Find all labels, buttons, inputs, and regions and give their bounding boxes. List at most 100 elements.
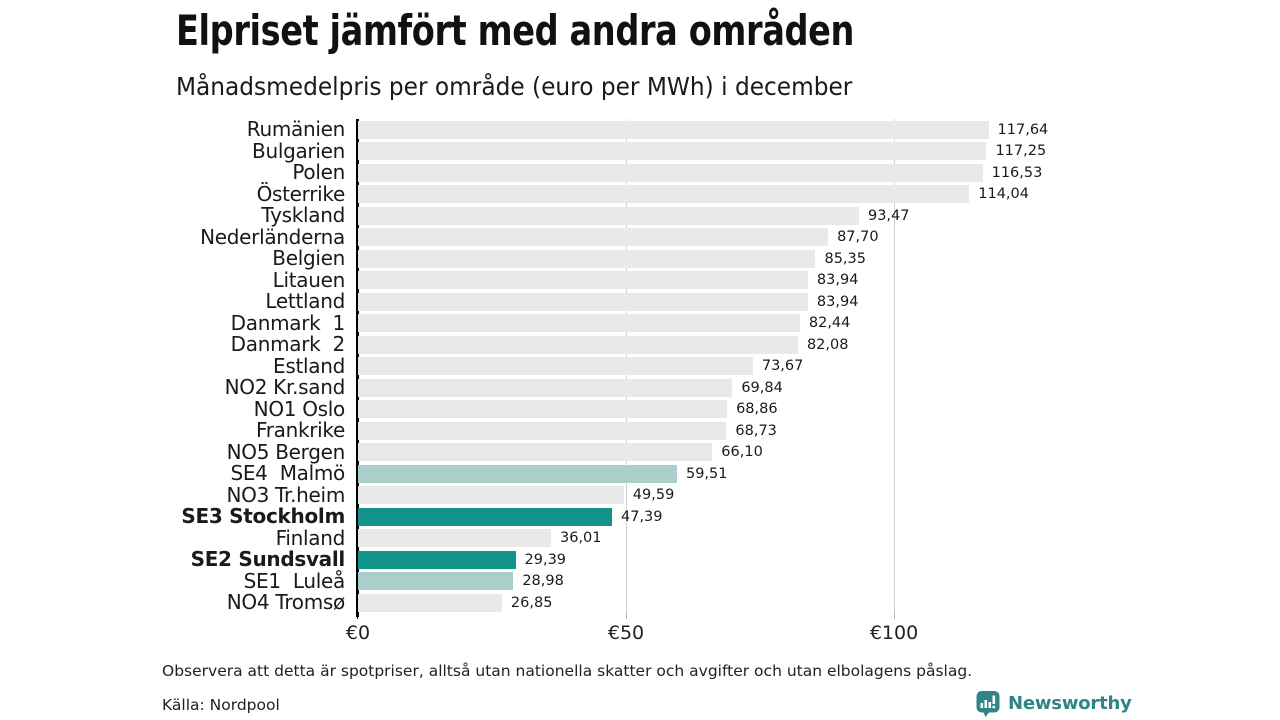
y-axis-line xyxy=(356,119,359,617)
value-label: 83,94 xyxy=(816,272,859,289)
bar-track: 82,44 xyxy=(358,313,1120,335)
bar-track: 116,53 xyxy=(358,162,1120,184)
category-label: Litauen xyxy=(272,267,346,292)
value-label: 68,86 xyxy=(736,401,778,418)
bar-row: NO3 Tr.heim 49,59 xyxy=(160,482,1120,507)
value-label: 114,04 xyxy=(978,186,1029,203)
category-label: SE3 Stockholm xyxy=(181,504,345,528)
category-label: NO1 Oslo xyxy=(253,396,346,421)
bar-track: 85,35 xyxy=(358,248,1120,270)
bar-track: 66,10 xyxy=(358,442,1120,464)
category-label: NO3 Tr.heim xyxy=(226,482,345,507)
bar-track: 47,39 xyxy=(358,506,1120,528)
branding-name: Newsworthy xyxy=(1008,693,1132,714)
bar-row: Lettland 83,94 xyxy=(160,289,1120,313)
category-label: Lettland xyxy=(265,289,345,313)
bar-track: 82,08 xyxy=(358,334,1120,356)
bar xyxy=(358,185,970,204)
footnote: Observera att detta är spotpriser, allts… xyxy=(162,662,973,680)
bar-row: Tyskland 93,47 xyxy=(160,204,1120,227)
value-label: 93,47 xyxy=(867,207,910,224)
bar-chart: Rumänien 117,64 Bulgarien 117,25 Polen 116,53… xyxy=(160,117,1160,659)
value-label: 82,08 xyxy=(806,336,849,353)
bar xyxy=(358,271,808,290)
category-label: Rumänien xyxy=(246,117,346,141)
value-label: 59,51 xyxy=(685,465,728,482)
category-label: SE1 Luleå xyxy=(243,568,346,593)
bar xyxy=(358,249,816,268)
bar-row: SE2 Sundsvall 29,39 xyxy=(160,548,1120,571)
value-label: 26,85 xyxy=(510,594,553,611)
bar-row: Rumänien 117,64 xyxy=(160,117,1120,141)
bar-track: 68,73 xyxy=(358,420,1120,442)
bar-rows: Rumänien 117,64 Bulgarien 117,25 Polen 116,53… xyxy=(160,117,1120,614)
value-label: 49,59 xyxy=(632,487,675,504)
value-label: 117,64 xyxy=(997,121,1049,138)
bar-track: 29,39 xyxy=(358,549,1120,571)
bar xyxy=(358,142,987,161)
category-label: Frankrike xyxy=(255,418,345,442)
bar xyxy=(358,120,989,139)
category-label: SE4 Malmö xyxy=(230,461,345,485)
bar-row: Polen 116,53 xyxy=(160,160,1120,184)
bar xyxy=(358,486,624,505)
category-label: Polen xyxy=(292,160,345,184)
bar-row: Finland 36,01 xyxy=(160,527,1120,550)
bar-row: NO1 Oslo 68,86 xyxy=(160,396,1120,421)
category-label: Estland xyxy=(273,353,345,378)
bar-track: 68,86 xyxy=(358,399,1120,421)
x-tick-label: €0 xyxy=(345,622,371,644)
bar xyxy=(358,400,728,419)
bar-track: 114,04 xyxy=(358,184,1120,206)
bar xyxy=(358,443,713,462)
x-tick-label: €100 xyxy=(869,622,919,644)
axis-tick xyxy=(894,613,895,619)
bar-track: 28,98 xyxy=(358,571,1120,593)
chart-subtitle: Månadsmedelpris per område (euro per MWh… xyxy=(176,72,853,101)
value-label: 28,98 xyxy=(522,573,564,590)
bar-track: 69,84 xyxy=(358,377,1120,399)
value-label: 73,67 xyxy=(761,358,804,375)
value-label: 68,73 xyxy=(735,422,777,439)
category-label: NO4 Tromsø xyxy=(226,590,346,614)
bar xyxy=(358,163,983,182)
category-label: Bulgarien xyxy=(252,138,345,163)
value-label: 82,44 xyxy=(808,315,851,332)
value-label: 117,25 xyxy=(995,143,1047,160)
x-axis: €0 €50 €100 xyxy=(346,618,1103,650)
x-tick-label: €50 xyxy=(607,622,645,644)
bar-track: 83,94 xyxy=(358,270,1120,292)
bar-track: 117,25 xyxy=(358,141,1120,163)
category-label: Danmark 2 xyxy=(230,332,346,356)
bar-row: Belgien 85,35 xyxy=(160,247,1120,270)
bar-track: 26,85 xyxy=(358,592,1120,614)
value-label: 66,10 xyxy=(721,444,763,461)
axis-tick xyxy=(626,613,627,619)
bar-row: Nederländerna 87,70 xyxy=(160,224,1120,249)
category-label: Nederländerna xyxy=(200,224,345,249)
bar-row: Danmark 1 82,44 xyxy=(160,310,1120,335)
chart-title: Elpriset jämfört med andra områden xyxy=(176,6,855,55)
bar xyxy=(358,206,859,225)
bar xyxy=(358,421,727,440)
bar xyxy=(358,572,514,591)
bar-row: Österrike 114,04 xyxy=(160,181,1120,206)
bar-track: 59,51 xyxy=(358,463,1120,485)
category-label: Österrike xyxy=(256,181,346,206)
bar-track: 93,47 xyxy=(358,205,1120,227)
bar-row: NO4 Tromsø 26,85 xyxy=(160,590,1120,614)
bar xyxy=(358,228,829,247)
bar xyxy=(358,507,612,526)
source-credit: Källa: Nordpool xyxy=(162,696,280,714)
bar-track: 73,67 xyxy=(358,356,1120,378)
bar-row: NO2 Kr.sand 69,84 xyxy=(160,375,1120,399)
category-label: Danmark 1 xyxy=(230,310,346,335)
category-label: NO2 Kr.sand xyxy=(224,375,346,399)
bar-row: SE3 Stockholm 47,39 xyxy=(160,504,1120,528)
bar-track: 117,64 xyxy=(358,119,1120,141)
bar xyxy=(358,593,502,612)
bar-row: SE1 Luleå 28,98 xyxy=(160,568,1120,593)
bar-track: 36,01 xyxy=(358,528,1120,550)
bar-track: 87,70 xyxy=(358,227,1120,249)
value-label: 85,35 xyxy=(824,250,866,267)
